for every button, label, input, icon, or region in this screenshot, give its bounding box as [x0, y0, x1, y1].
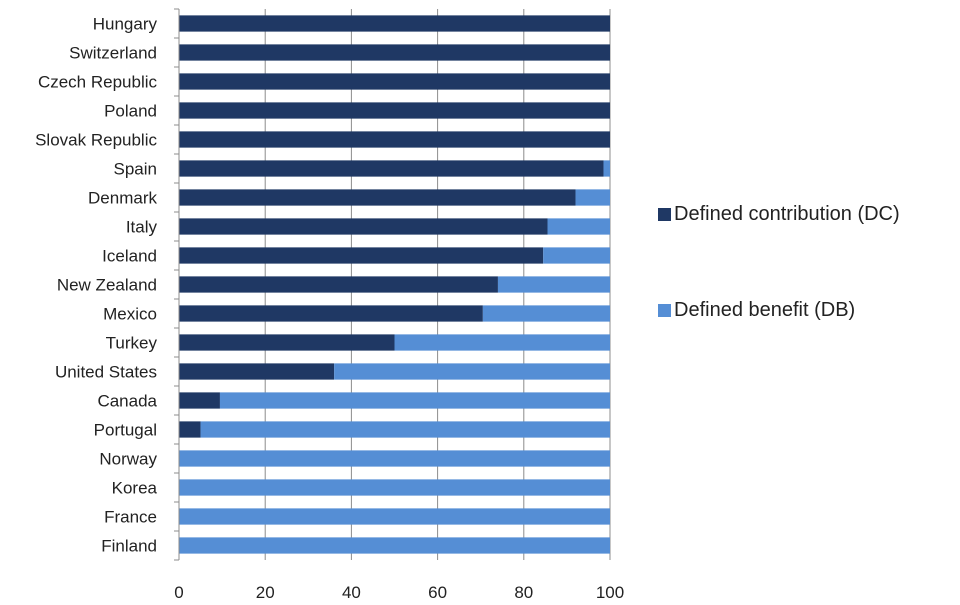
bar-segment-dc — [179, 334, 395, 351]
category-label: Turkey — [106, 334, 158, 353]
bar-segment-db — [543, 247, 610, 264]
category-label: Czech Republic — [38, 73, 158, 92]
bar-segment-dc — [179, 44, 610, 61]
category-label: United States — [55, 363, 157, 382]
category-label: Korea — [112, 479, 158, 498]
bar-segment-dc — [179, 102, 610, 119]
category-label: Denmark — [88, 189, 157, 208]
x-tick-label: 20 — [256, 583, 275, 602]
bar-segment-dc — [179, 15, 610, 32]
y-axis — [174, 8, 180, 561]
bar-segment-db — [179, 479, 610, 496]
category-label: Spain — [114, 160, 157, 179]
bar-segment-db — [603, 160, 610, 177]
bar-segment-db — [179, 450, 610, 467]
bar-segment-dc — [179, 218, 548, 235]
category-label: Hungary — [93, 15, 158, 34]
category-label: France — [104, 508, 157, 527]
category-label: New Zealand — [57, 276, 157, 295]
bar-segment-dc — [179, 305, 483, 322]
x-tick-labels: 0 20 40 60 80 100 — [174, 583, 624, 602]
category-label: Norway — [99, 450, 157, 469]
category-label: Slovak Republic — [35, 131, 157, 150]
legend-swatch-db — [658, 304, 671, 317]
bar-segment-dc — [179, 189, 576, 206]
bar-segment-db — [575, 189, 610, 206]
bar-segment-db — [334, 363, 610, 380]
category-labels: Hungary Switzerland Czech Republic Poland Sl… — [35, 15, 157, 556]
x-tick-label: 60 — [428, 583, 447, 602]
legend-item-db: Defined benefit (DB) — [658, 299, 855, 322]
category-label: Canada — [97, 392, 157, 411]
x-tick-label: 40 — [342, 583, 361, 602]
category-label: Finland — [101, 537, 157, 556]
bar-segment-db — [200, 421, 611, 438]
bar-segment-dc — [179, 363, 335, 380]
legend-swatch-dc — [658, 208, 671, 221]
bar-segment-db — [547, 218, 610, 235]
bar-segment-db — [179, 508, 610, 525]
category-label: Italy — [126, 218, 158, 237]
bar-segment-dc — [179, 392, 220, 409]
x-tick-label: 100 — [596, 583, 624, 602]
bar-segment-dc — [179, 247, 544, 264]
bar-segment-dc — [179, 131, 610, 148]
category-label: Iceland — [102, 247, 157, 266]
bar-segment-dc — [179, 276, 498, 293]
legend-item-dc: Defined contribution (DC) — [658, 203, 900, 226]
x-tick-label: 80 — [514, 583, 533, 602]
bar-segment-db — [179, 537, 610, 554]
bar-segment-db — [497, 276, 610, 293]
category-label: Mexico — [103, 305, 157, 324]
bar-segment-db — [394, 334, 610, 351]
category-label: Switzerland — [69, 44, 157, 63]
x-tick-label: 0 — [174, 583, 183, 602]
bar-segment-db — [219, 392, 610, 409]
bar-segment-dc — [179, 421, 201, 438]
category-label: Poland — [104, 102, 157, 121]
bars — [179, 15, 611, 554]
category-label: Portugal — [94, 421, 157, 440]
legend-label-dc: Defined contribution (DC) — [674, 203, 900, 225]
bar-segment-dc — [179, 160, 604, 177]
legend-label-db: Defined benefit (DB) — [674, 299, 856, 321]
bar-segment-dc — [179, 73, 610, 90]
bar-segment-db — [482, 305, 610, 322]
